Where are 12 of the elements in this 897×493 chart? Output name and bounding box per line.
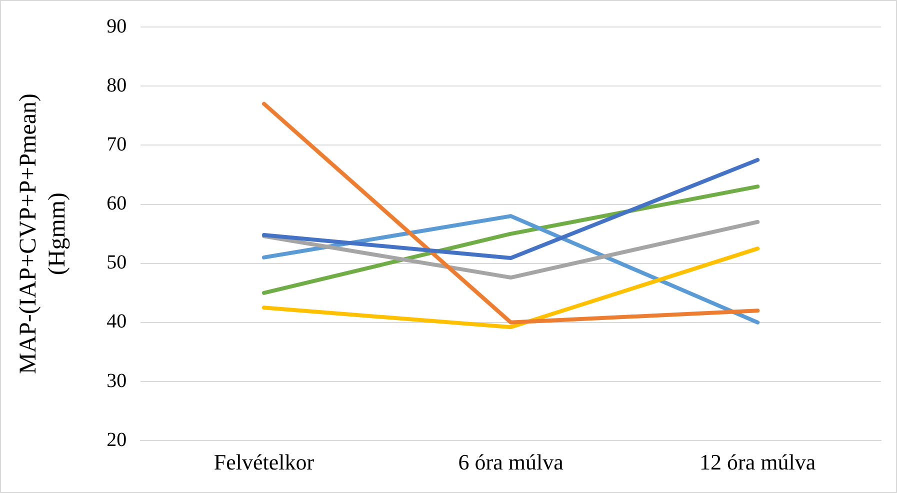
- x-tick-label: 12 óra múlva: [700, 450, 816, 475]
- y-tick-label: 20: [106, 428, 127, 451]
- y-tick-label: 70: [106, 133, 127, 156]
- x-tick-label: Felvételkor: [214, 450, 315, 475]
- y-tick-label: 40: [106, 310, 127, 333]
- y-tick-label: 30: [106, 370, 127, 392]
- y-tick-label: 90: [106, 15, 127, 38]
- y-tick-label: 50: [106, 252, 127, 274]
- y-axis-title: MAP-(IAP+CVP+P+Pmean) (Hgmm): [16, 93, 70, 374]
- y-tick-label: 80: [106, 74, 127, 96]
- y-tick-label: 60: [106, 192, 127, 215]
- x-tick-label: 6 óra múlva: [458, 450, 564, 475]
